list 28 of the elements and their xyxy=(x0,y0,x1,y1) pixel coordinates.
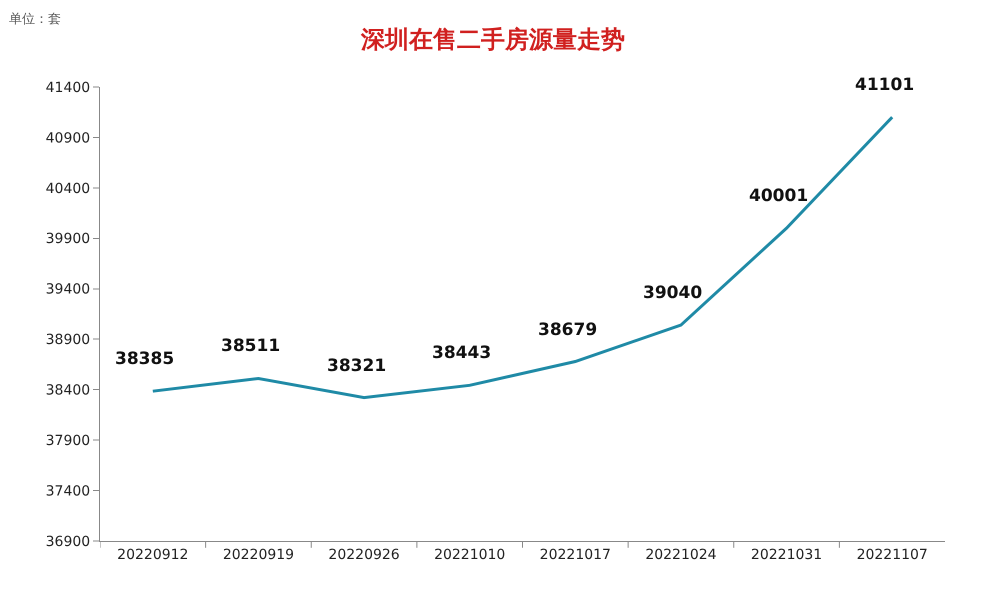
y-tick-label: 37400 xyxy=(46,483,90,500)
data-label: 38443 xyxy=(432,343,492,363)
x-tick-label: 20220926 xyxy=(328,546,400,563)
data-label: 38511 xyxy=(221,336,280,356)
data-label: 41101 xyxy=(855,75,914,95)
x-tick-label: 20221017 xyxy=(540,546,611,563)
x-tick-label: 20221024 xyxy=(645,546,717,563)
x-tick-label: 20220919 xyxy=(222,546,294,563)
chart-title: 深圳在售二手房源量走势 xyxy=(360,25,625,54)
y-tick-label: 39900 xyxy=(46,231,90,248)
text: 单位：套 xyxy=(9,12,61,27)
x-tick-label: 20220912 xyxy=(117,546,188,563)
x-tick-label: 20221010 xyxy=(434,546,506,563)
data-label: 38321 xyxy=(327,356,386,376)
x-tick-label: 20221031 xyxy=(750,546,822,563)
y-tick-label: 38400 xyxy=(46,382,90,399)
x-tick-label: 20221107 xyxy=(856,546,928,563)
y-tick-label: 40900 xyxy=(46,130,90,146)
y-tick-label: 39400 xyxy=(46,282,90,298)
y-tick-label: 38900 xyxy=(46,332,90,348)
data-label: 40001 xyxy=(749,186,808,206)
data-label: 39040 xyxy=(643,283,702,303)
y-tick-label: 36900 xyxy=(46,534,90,550)
data-label: 38679 xyxy=(538,320,598,340)
y-tick-label: 41400 xyxy=(46,80,90,96)
y-tick-label: 37900 xyxy=(46,433,90,450)
data-label: 38385 xyxy=(115,349,174,369)
y-tick-label: 40400 xyxy=(46,180,90,197)
